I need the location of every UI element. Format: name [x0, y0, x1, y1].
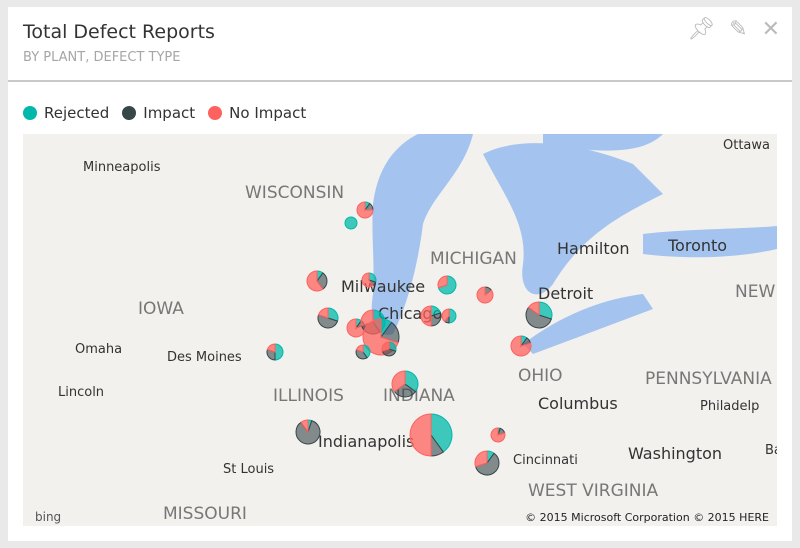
legend-dot: [23, 106, 37, 120]
map-label: ILLINOIS: [273, 386, 344, 406]
map-label: Milwaukee: [341, 277, 425, 296]
map-label: Des Moines: [167, 350, 242, 365]
map-label: MISSOURI: [163, 504, 247, 524]
pie-slice-no-impact[interactable]: [391, 370, 406, 393]
plant-pie[interactable]: [266, 343, 284, 361]
plant-pie[interactable]: [391, 370, 419, 398]
pie-slice-no-impact[interactable]: [300, 419, 309, 434]
map-label: PENNSYLVANIA: [645, 369, 772, 389]
map-label: Washington: [628, 444, 722, 463]
pie-slice-no-impact[interactable]: [420, 305, 432, 327]
legend: Rejected Impact No Impact: [23, 104, 319, 122]
map-label: St Louis: [223, 462, 274, 477]
pie-slice-rejected[interactable]: [344, 216, 358, 230]
plant-pie[interactable]: [306, 270, 328, 292]
plant-pie[interactable]: [409, 413, 453, 457]
map-label: Ottawa: [723, 138, 770, 153]
pie-slice-impact[interactable]: [474, 452, 500, 476]
plant-pie[interactable]: [344, 216, 358, 230]
pie-slice-no-impact[interactable]: [437, 275, 448, 289]
map-canvas[interactable]: Minneapolis WISCONSIN Ottawa MICHIGAN Hamilt…: [23, 134, 777, 526]
tile-subtitle: BY PLANT, DEFECT TYPE: [23, 50, 181, 65]
map-label: NEW Y: [735, 282, 777, 302]
map-label: Hamilton: [557, 239, 630, 258]
map-copyright: © 2015 Microsoft Corporation © 2015 HERE: [525, 511, 769, 524]
map-label: Ba: [765, 443, 777, 458]
pie-slice-no-impact[interactable]: [490, 427, 506, 443]
tile-title: Total Defect Reports: [23, 21, 215, 43]
pie-slice-no-impact[interactable]: [361, 272, 374, 288]
plant-pie[interactable]: [381, 341, 397, 357]
map-label: Philadelp: [700, 399, 759, 414]
map-label: OHIO: [518, 366, 563, 386]
lakes: [371, 134, 777, 354]
pie-slice-rejected[interactable]: [430, 413, 453, 453]
plant-pie[interactable]: [361, 272, 377, 288]
legend-label: No Impact: [229, 104, 307, 122]
close-icon[interactable]: ✕: [761, 17, 780, 42]
plant-pie[interactable]: [355, 344, 371, 360]
plant-pie[interactable]: [476, 286, 494, 304]
plant-pie[interactable]: [437, 275, 457, 295]
bing-logo: bing: [35, 510, 62, 524]
pie-slice-no-impact[interactable]: [527, 301, 540, 316]
tile: Total Defect Reports BY PLANT, DEFECT TY…: [8, 7, 792, 541]
map-label: IOWA: [138, 299, 184, 319]
pie-slice-impact[interactable]: [317, 314, 339, 329]
plant-pie[interactable]: [317, 307, 339, 329]
plant-pie[interactable]: [510, 335, 532, 357]
pie-slice-no-impact[interactable]: [317, 307, 329, 319]
plant-pie[interactable]: [525, 301, 553, 329]
map-label: Detroit: [538, 284, 593, 303]
plant-pie[interactable]: [356, 201, 374, 219]
pie-slice-no-impact[interactable]: [306, 270, 324, 292]
legend-dot: [208, 106, 223, 120]
map-label: Toronto: [667, 236, 727, 255]
map-label: Minneapolis: [83, 160, 161, 175]
pie-slice-impact[interactable]: [525, 306, 552, 329]
pie-slice-no-impact[interactable]: [510, 335, 532, 357]
edit-icon[interactable]: ✎: [729, 17, 748, 42]
pie-slice-rejected[interactable]: [274, 343, 284, 361]
map-label: WEST VIRGINIA: [528, 481, 659, 501]
legend-item[interactable]: Impact: [122, 104, 195, 122]
pie-slice-rejected[interactable]: [404, 370, 419, 393]
pie-slice-no-impact[interactable]: [474, 450, 488, 468]
legend-item[interactable]: No Impact: [208, 104, 306, 122]
map-label: Cincinnati: [513, 453, 578, 468]
map-label: Indianapolis: [318, 432, 414, 451]
pie-slice-no-impact[interactable]: [266, 343, 276, 353]
map-label: MICHIGAN: [430, 249, 517, 269]
pie-slice-no-impact[interactable]: [441, 308, 450, 323]
plant-pie[interactable]: [295, 419, 321, 445]
pin-icon[interactable]: 📌︎: [687, 17, 716, 42]
plant-pie[interactable]: [441, 308, 457, 324]
map-label: Omaha: [75, 342, 122, 357]
legend-label: Impact: [143, 104, 196, 122]
plant-pie[interactable]: [420, 305, 442, 327]
plant-pie[interactable]: [490, 427, 506, 443]
map-label: WISCONSIN: [245, 183, 344, 203]
plant-pie[interactable]: [474, 450, 500, 476]
pie-slice-no-impact[interactable]: [355, 344, 364, 353]
legend-label: Rejected: [44, 104, 110, 122]
legend-dot: [122, 106, 137, 120]
pie-slice-no-impact[interactable]: [476, 286, 494, 304]
legend-item[interactable]: Rejected: [23, 104, 109, 122]
map-label: Columbus: [538, 394, 618, 413]
pie-slice-no-impact[interactable]: [356, 201, 374, 219]
divider: [8, 80, 792, 82]
map[interactable]: Minneapolis WISCONSIN Ottawa MICHIGAN Hamilt…: [23, 134, 777, 526]
pie-slice-no-impact[interactable]: [409, 413, 432, 457]
pie-slice-no-impact[interactable]: [381, 341, 390, 352]
pie-slice-no-impact[interactable]: [360, 309, 374, 327]
map-label: Lincoln: [58, 385, 104, 400]
pie-slice-rejected[interactable]: [448, 308, 457, 324]
